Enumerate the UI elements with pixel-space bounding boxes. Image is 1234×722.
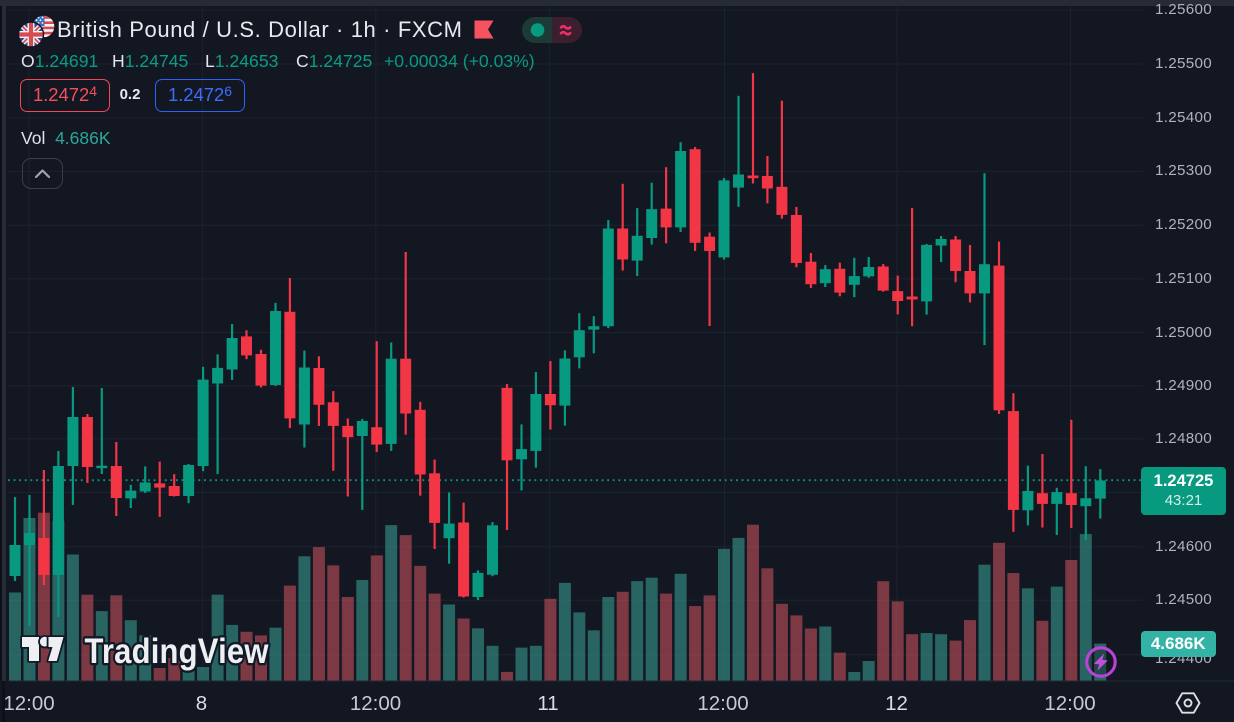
svg-text:TradingView: TradingView [85,632,269,671]
